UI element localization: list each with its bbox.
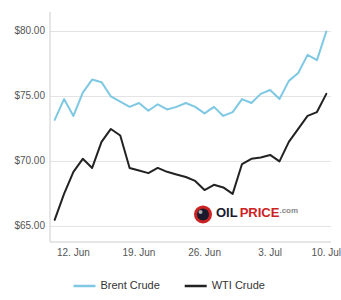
logo-text-part: OIL — [216, 206, 238, 221]
y-tick-label: $70.00 — [14, 155, 45, 166]
y-tick-label: $80.00 — [14, 25, 45, 36]
x-axis-line — [50, 242, 331, 243]
series-line — [55, 94, 327, 220]
plot-area — [55, 31, 327, 219]
logo-text: OILPRICE.com — [216, 206, 298, 221]
chart: $65.00 $70.00 $75.00 $80.00 12. Jun 19. Jun 26… — [0, 0, 341, 300]
logo-icon — [194, 205, 212, 223]
legend-label: WTI Crude — [212, 279, 265, 291]
grid-line — [50, 96, 331, 97]
legend: Brent Crude WTI Crude — [74, 279, 265, 291]
logo: OILPRICE.com — [194, 205, 298, 223]
x-tick-label: 12. Jun — [57, 247, 90, 258]
logo-icon — [199, 210, 203, 214]
logo-text-part: .com — [279, 207, 298, 216]
x-tick-label: 19. Jun — [123, 247, 156, 258]
legend-swatch — [74, 285, 96, 288]
grid-line — [50, 161, 331, 162]
logo-icon — [197, 208, 209, 220]
y-axis-line — [50, 12, 51, 242]
legend-label: Brent Crude — [101, 279, 160, 291]
logo-text-part: PRICE — [240, 206, 280, 221]
y-tick-label: $65.00 — [14, 220, 45, 231]
grid-line — [50, 31, 331, 32]
series-line — [55, 31, 327, 119]
grid-line — [50, 226, 331, 227]
legend-swatch — [185, 285, 207, 288]
y-tick-label: $75.00 — [14, 90, 45, 101]
x-tick-label: 3. Jul — [258, 247, 282, 258]
x-tick-label: 10. Jul — [312, 247, 341, 258]
x-tick-label: 26. Jun — [188, 247, 221, 258]
